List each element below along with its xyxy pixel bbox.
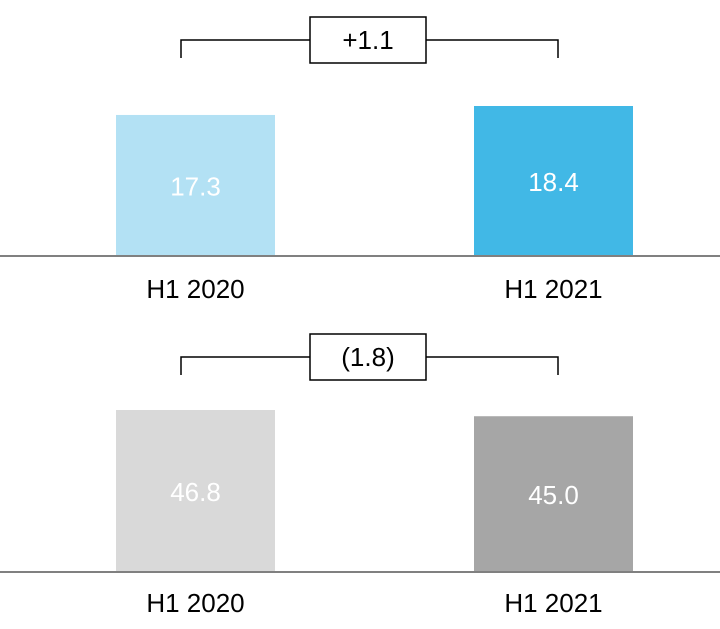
category-label: H1 2020 <box>146 588 244 618</box>
change-bracket-left <box>180 39 310 58</box>
category-label: H1 2021 <box>504 274 602 304</box>
bar <box>474 106 633 256</box>
change-label: (1.8) <box>341 342 394 372</box>
change-box <box>309 333 427 381</box>
bar <box>116 410 275 572</box>
change-bracket-right <box>426 356 559 375</box>
category-label: H1 2020 <box>146 274 244 304</box>
bar <box>116 114 275 256</box>
change-bracket-left <box>180 356 310 375</box>
change-box <box>309 16 427 64</box>
bar <box>474 416 633 572</box>
change-bracket-right <box>426 39 559 58</box>
bar-value-label: 18.4 <box>528 167 579 197</box>
bar-value-label: 17.3 <box>170 171 221 201</box>
change-label: +1.1 <box>342 25 393 55</box>
bar-value-label: 45.0 <box>528 480 579 510</box>
category-label: H1 2021 <box>504 588 602 618</box>
bar-value-label: 46.8 <box>170 477 221 507</box>
